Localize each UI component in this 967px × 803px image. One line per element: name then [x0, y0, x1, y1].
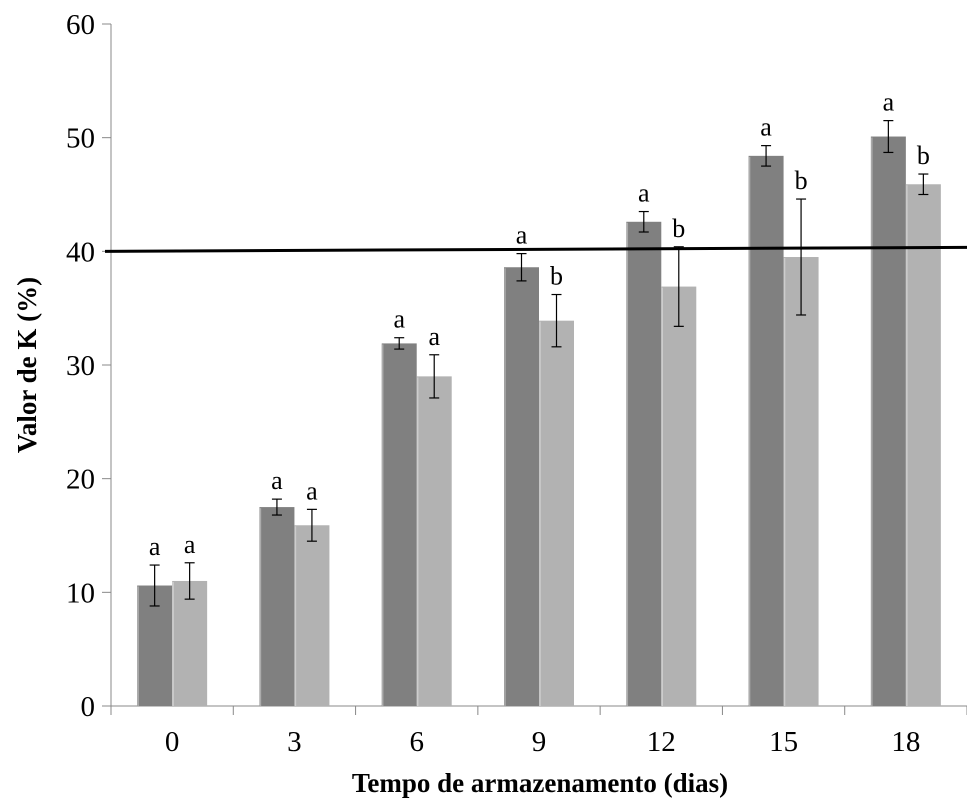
significance-label: b [550, 262, 563, 291]
bar [172, 580, 208, 706]
bar [381, 343, 417, 706]
significance-label: a [393, 305, 405, 334]
y-axis-title: Valor de K (%) [12, 277, 42, 453]
x-tick-label: 15 [769, 726, 798, 758]
y-tick-label: 0 [81, 691, 96, 723]
significance-label: a [638, 179, 650, 208]
x-tick-label: 6 [409, 726, 424, 758]
bar [661, 286, 697, 706]
bar [416, 376, 452, 706]
reference-line-group [104, 245, 967, 253]
significance-label: a [306, 476, 318, 505]
y-tick-label: 20 [66, 464, 95, 496]
bar [870, 136, 906, 706]
y-tick-label: 40 [66, 236, 95, 268]
significance-label: a [271, 466, 283, 495]
x-tick-label: 0 [165, 726, 180, 758]
significance-label: a [149, 532, 161, 561]
reference-line [104, 245, 967, 253]
bar [783, 257, 819, 706]
bar [905, 184, 941, 706]
axes: 0 10 20 30 40 50 60 0 3 6 9 12 15 18 [66, 9, 967, 758]
significance-label: b [917, 141, 930, 170]
significance-label: a [184, 530, 196, 559]
bar [626, 221, 662, 706]
y-tick-label: 60 [66, 9, 95, 41]
y-tick-label: 30 [66, 350, 95, 382]
x-axis-title: Tempo de armazenamento (dias) [352, 768, 728, 798]
y-tick-label: 10 [66, 577, 95, 609]
significance-label: b [672, 214, 685, 243]
bar [539, 320, 574, 706]
significance-label: a [883, 88, 895, 117]
significance-label: a [516, 221, 528, 250]
significance-label: b [795, 166, 808, 195]
bar [504, 267, 539, 706]
x-tick-label: 3 [287, 726, 302, 758]
x-tick-label: 12 [647, 726, 676, 758]
bar [259, 507, 295, 706]
y-tick-label: 50 [66, 123, 95, 155]
x-tick-label: 9 [532, 726, 547, 758]
significance-label: a [760, 113, 772, 142]
bar [748, 155, 784, 706]
significance-label: a [428, 322, 440, 351]
bar [294, 525, 330, 706]
x-tick-label: 18 [891, 726, 920, 758]
